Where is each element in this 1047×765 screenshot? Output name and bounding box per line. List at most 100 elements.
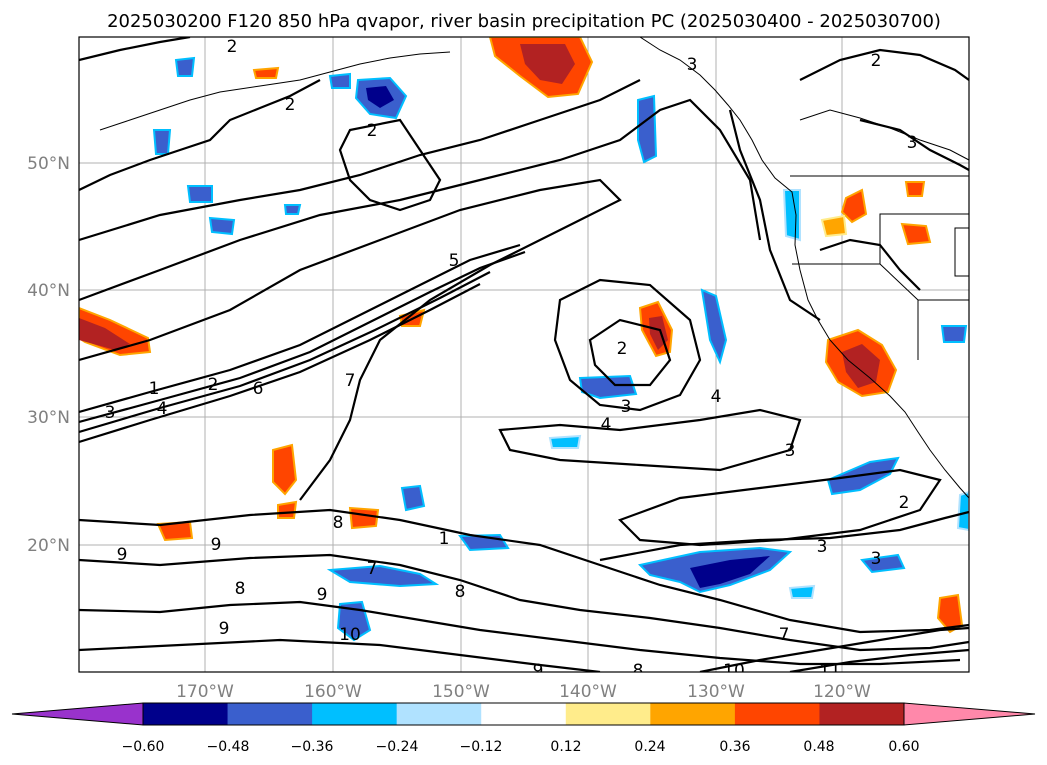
lat-label: 20°N (27, 536, 70, 556)
precip-pc-shading (79, 37, 969, 642)
lon-label: 140°W (559, 682, 617, 702)
precip-positive-area (277, 500, 298, 519)
precip-positive-core (520, 44, 575, 84)
precip-negative-area (548, 434, 582, 449)
map-panel: 2 2 3 2 3 5 1 2 6 7 3 4 2 3 4 3 4 2 3 3 (78, 36, 970, 681)
precip-positive-core (79, 318, 130, 350)
colorbar-tick-label: 0.36 (719, 739, 750, 755)
contour-label: 3 (871, 549, 882, 569)
colorbar-tick-label: 0.24 (634, 739, 665, 755)
contour-label: 6 (253, 379, 264, 399)
colorbar: −0.60 −0.48 −0.36 −0.24 −0.12 0.12 0.24 … (11, 702, 1036, 755)
contour-label: 11 (819, 661, 841, 681)
colorbar-segments (12, 703, 1035, 725)
precip-positive-core (842, 344, 880, 388)
precip-negative-area (700, 288, 728, 365)
contour-label: 2 (208, 375, 219, 395)
precip-positive-area (272, 443, 298, 496)
contour-label: 3 (817, 537, 828, 557)
lat-label: 50°N (27, 154, 70, 174)
contour-label: 2 (285, 95, 296, 115)
colorbar-extension-low (12, 703, 143, 725)
precip-positive-area (904, 181, 926, 197)
contour-label: 1 (439, 529, 450, 549)
colorbar-tick-label: 0.60 (888, 739, 919, 755)
contour-label: 5 (449, 251, 460, 271)
chart-title: 2025030200 F120 850 hPa qvapor, river ba… (107, 11, 941, 32)
lon-label: 170°W (176, 682, 234, 702)
colorbar-segment (396, 703, 482, 725)
colorbar-segment (734, 703, 820, 725)
colorbar-segment (481, 703, 567, 725)
colorbar-extension-high (904, 703, 1035, 725)
contour-labels: 2 2 3 2 3 5 1 2 6 7 3 4 2 3 4 3 4 2 3 3 (105, 37, 918, 681)
lon-label: 160°W (304, 682, 362, 702)
precip-negative-core (690, 556, 770, 588)
contour-label: 2 (899, 493, 910, 513)
contour-label: 4 (601, 415, 612, 435)
precip-negative-area (940, 325, 968, 343)
precip-negative-area (174, 56, 196, 77)
contour-label: 9 (317, 585, 328, 605)
contour-label: 7 (367, 559, 378, 579)
colorbar-tick-label: −0.36 (291, 739, 334, 755)
map-background (79, 37, 969, 672)
contour-label: 8 (455, 582, 466, 602)
colorbar-segment (819, 703, 905, 725)
contour-label: 3 (907, 133, 918, 153)
precip-negative-area (782, 189, 801, 242)
contour-label: 3 (621, 397, 632, 417)
contour-label: 8 (633, 661, 644, 681)
colorbar-tick-label: −0.24 (376, 739, 419, 755)
colorbar-frame (142, 702, 905, 726)
colorbar-segment (650, 703, 736, 725)
qvapor-contours (79, 37, 969, 672)
lon-label: 150°W (432, 682, 490, 702)
precip-negative-area (326, 564, 440, 588)
contour-label: 9 (219, 619, 230, 639)
lon-label: 120°W (813, 682, 871, 702)
contour-label: 7 (345, 371, 356, 391)
contour-label: 2 (871, 51, 882, 71)
contour-label: 10 (339, 625, 361, 645)
precip-negative-area (860, 553, 906, 574)
colorbar-segment (312, 703, 398, 725)
precip-positive-area (820, 214, 848, 238)
contour-label: 2 (227, 37, 238, 57)
contour-label: 9 (211, 535, 222, 555)
contour-label: 8 (333, 513, 344, 533)
precip-negative-area (637, 94, 658, 164)
precip-negative-area (283, 204, 302, 215)
contour-label: 9 (533, 661, 544, 681)
precip-negative-area (208, 216, 236, 236)
colorbar-tick-label: 0.48 (803, 739, 834, 755)
contour-label: 10 (723, 661, 745, 681)
precip-negative-core (366, 86, 394, 108)
colorbar-segment (227, 703, 313, 725)
lon-label: 130°W (687, 682, 745, 702)
colorbar-segment (143, 703, 229, 725)
colorbar-tick-label: −0.60 (122, 739, 165, 755)
contour-label: 4 (711, 387, 722, 407)
lat-label: 40°N (27, 281, 70, 301)
longitude-labels: 170°W 160°W 150°W 140°W 130°W 120°W (176, 682, 871, 702)
precip-positive-area (840, 188, 868, 224)
precip-positive-area (900, 222, 932, 246)
colorbar-segment (565, 703, 651, 725)
precip-negative-area (956, 490, 969, 532)
colorbar-tick-label: 0.12 (550, 739, 581, 755)
contour-label: 2 (367, 121, 378, 141)
contour-label: 7 (779, 625, 790, 645)
precip-negative-area (336, 600, 372, 642)
contour-label: 8 (235, 579, 246, 599)
contour-label: 3 (785, 441, 796, 461)
precip-negative-area (400, 484, 426, 512)
contour-label: 1 (149, 379, 160, 399)
contour-label: 4 (157, 399, 168, 419)
precip-negative-area (152, 129, 172, 155)
contour-label: 9 (117, 545, 128, 565)
contour-label: 2 (617, 339, 628, 359)
colorbar-ticks: −0.60 −0.48 −0.36 −0.24 −0.12 0.12 0.24 … (122, 739, 920, 755)
precip-positive-area (348, 506, 380, 530)
